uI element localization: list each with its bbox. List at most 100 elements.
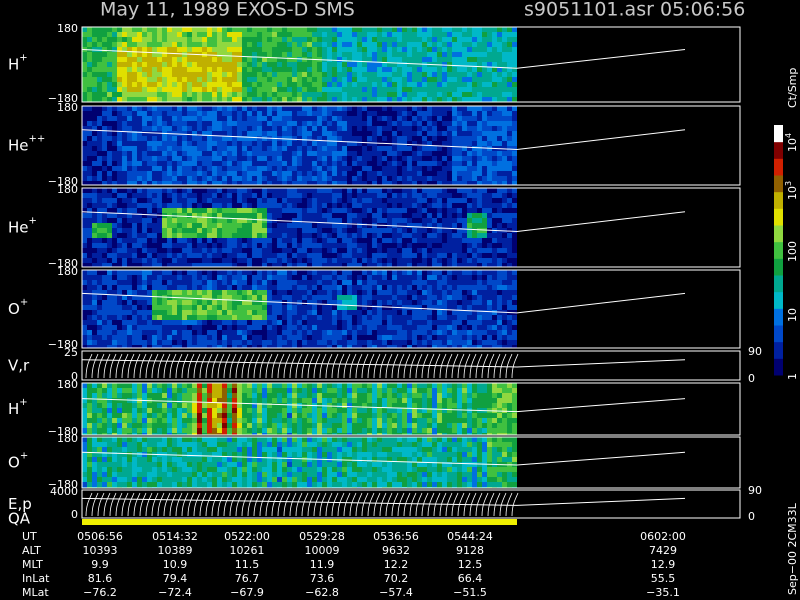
spectrogram-cell xyxy=(187,238,192,243)
spectrogram-cell xyxy=(432,111,437,116)
spectrogram-cell xyxy=(292,233,297,238)
spectrogram-cell xyxy=(132,171,137,176)
spectrogram-cell xyxy=(257,57,262,62)
spectrogram-cell xyxy=(142,198,147,203)
spectrogram-cell xyxy=(87,77,92,82)
spectrogram-cell xyxy=(427,42,432,47)
spectrogram-cell xyxy=(417,156,422,161)
spectrogram-cell xyxy=(262,188,267,193)
spectrogram-cell xyxy=(377,188,382,193)
spectrogram-cell xyxy=(167,340,172,345)
spectrogram-cell xyxy=(347,270,352,275)
spectrogram-cell xyxy=(442,27,447,32)
spectrogram-cell xyxy=(182,320,187,325)
spectrogram-cell xyxy=(297,315,302,320)
spectrogram-cell xyxy=(277,106,282,111)
spectrogram-cell xyxy=(187,116,192,121)
spectrogram-cell xyxy=(472,213,477,218)
spectrogram-cell xyxy=(317,315,322,320)
spectrogram-cell xyxy=(512,263,517,267)
spectrogram-cell xyxy=(307,270,312,275)
spectrogram-cell xyxy=(107,72,112,77)
spectrogram-cell xyxy=(387,52,392,57)
spectrogram-cell xyxy=(147,310,152,315)
spectrogram-cell xyxy=(107,136,112,141)
spectrogram-cell xyxy=(492,42,497,47)
spectrogram-cell xyxy=(172,315,177,320)
spectrogram-cell xyxy=(357,136,362,141)
spectrogram-cell xyxy=(477,146,482,151)
spectrogram-cell xyxy=(332,300,337,305)
spectrogram-cell xyxy=(187,258,192,263)
spectrogram-cell xyxy=(122,203,127,208)
spectrogram-cell xyxy=(92,176,97,181)
spectrogram-cell xyxy=(412,27,417,32)
spectrogram-cell xyxy=(307,290,312,295)
spectrogram-cell xyxy=(287,161,292,166)
spectrogram-cell xyxy=(202,203,207,208)
spectrogram-cell xyxy=(477,161,482,166)
spectrogram-cell xyxy=(292,218,297,223)
spectrogram-cell xyxy=(427,218,432,223)
spectrogram-cell xyxy=(207,208,212,213)
spectrogram-cell xyxy=(252,156,257,161)
spectrogram-cell xyxy=(242,176,247,181)
spectrogram-cell xyxy=(337,72,342,77)
spectrogram-cell xyxy=(277,315,282,320)
spectrogram-cell xyxy=(217,248,222,253)
spectrogram-cell xyxy=(342,203,347,208)
spectrogram-cell xyxy=(462,248,467,253)
spectrogram-cell xyxy=(457,258,462,263)
spectrogram-cell xyxy=(82,111,87,116)
spectrogram-cell xyxy=(162,208,167,213)
spectrogram-cell xyxy=(332,131,337,136)
spectrogram-cell xyxy=(442,151,447,156)
spectrogram-cell xyxy=(187,290,192,295)
spectrogram-cell xyxy=(322,37,327,42)
spectrogram-cell xyxy=(452,218,457,223)
spectrogram-cell xyxy=(502,42,507,47)
spectrogram-cell xyxy=(127,27,132,32)
spectrogram-cell xyxy=(432,248,437,253)
spectrogram-cell xyxy=(317,243,322,248)
spectrogram-cell xyxy=(382,253,387,258)
spectrogram-cell xyxy=(257,131,262,136)
spectrogram-cell xyxy=(207,92,212,97)
spectrogram-cell xyxy=(82,290,87,295)
spectrogram-cell xyxy=(387,62,392,67)
spectrogram-cell xyxy=(217,72,222,77)
spectrogram-cell xyxy=(242,198,247,203)
spectrogram-cell xyxy=(397,156,402,161)
spectrogram-cell xyxy=(282,57,287,62)
spectrogram-cell xyxy=(282,111,287,116)
spectrogram-cell xyxy=(417,126,422,131)
spectrogram-cell xyxy=(157,62,162,67)
spectrogram-cell xyxy=(192,72,197,77)
spectrogram-cell xyxy=(412,233,417,238)
spectrogram-cell xyxy=(82,263,87,267)
spectrogram-cell xyxy=(187,47,192,52)
spectrogram-cell xyxy=(137,340,142,345)
spectrogram-cell xyxy=(162,223,167,228)
spectrogram-cell xyxy=(382,208,387,213)
spectrogram-cell xyxy=(282,208,287,213)
spectrogram-cell xyxy=(172,121,177,126)
spectrogram-cell xyxy=(112,300,117,305)
spectrogram-cell xyxy=(412,218,417,223)
spectrogram-cell xyxy=(467,82,472,87)
spectrogram-cell xyxy=(217,193,222,198)
spectrogram-cell xyxy=(312,77,317,82)
spectrogram-cell xyxy=(297,330,302,335)
spectrogram-cell xyxy=(342,340,347,345)
spectrogram-cell xyxy=(152,238,157,243)
spectrogram-cell xyxy=(227,42,232,47)
spectrogram-cell xyxy=(472,97,477,102)
spectrogram-cell xyxy=(147,325,152,330)
spectrogram-cell xyxy=(507,218,512,223)
spectrogram-cell xyxy=(132,72,137,77)
spectrogram-cell xyxy=(447,116,452,121)
spectrogram-cell xyxy=(152,156,157,161)
spectrogram-cell xyxy=(477,193,482,198)
spectrogram-cell xyxy=(347,305,352,310)
spectrogram-cell xyxy=(467,62,472,67)
